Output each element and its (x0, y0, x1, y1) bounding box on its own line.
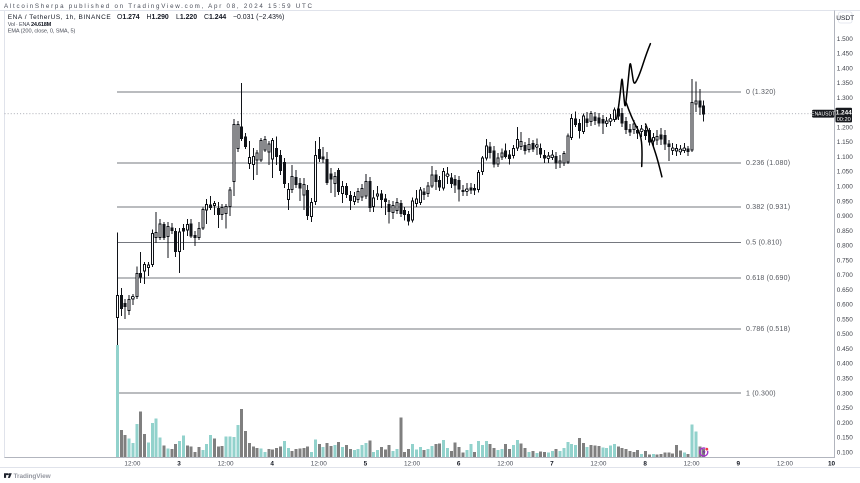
svg-text:0.786 (0.518): 0.786 (0.518) (746, 326, 790, 333)
svg-text:1.200: 1.200 (837, 124, 853, 131)
svg-text:ENAUSDT: ENAUSDT (811, 112, 835, 118)
svg-text:1.500: 1.500 (837, 36, 853, 43)
svg-text:10: 10 (828, 460, 836, 467)
svg-text:1 (0.300): 1 (0.300) (746, 390, 776, 397)
svg-text:0.900: 0.900 (837, 213, 853, 220)
svg-text:0.382 (0.931): 0.382 (0.931) (746, 204, 790, 211)
svg-text:0.100: 0.100 (837, 449, 853, 456)
svg-text:0.350: 0.350 (837, 376, 853, 383)
svg-text:ENA / TetherUS, 1h, BINANCE: ENA / TetherUS, 1h, BINANCE (8, 14, 112, 21)
svg-text:0.150: 0.150 (837, 435, 853, 442)
svg-text:0.650: 0.650 (837, 287, 853, 294)
svg-text:0.200: 0.200 (837, 420, 853, 427)
svg-text:12:00: 12:00 (404, 460, 420, 467)
svg-text:1.350: 1.350 (837, 80, 853, 87)
svg-text:0.600: 0.600 (837, 302, 853, 309)
svg-text:0 (1.320): 0 (1.320) (746, 89, 776, 96)
svg-text:12:00: 12:00 (590, 460, 606, 467)
svg-text:USDT: USDT (836, 15, 854, 22)
svg-text:12:00: 12:00 (497, 460, 513, 467)
svg-text:AltcoinSherpa published on Tra: AltcoinSherpa published on TradingView.c… (4, 3, 314, 10)
svg-text:12:00: 12:00 (684, 460, 700, 467)
svg-text:0.850: 0.850 (837, 228, 853, 235)
svg-text:0.5 (0.810): 0.5 (0.810) (746, 240, 782, 247)
svg-text:8: 8 (643, 460, 647, 467)
svg-text:0.500: 0.500 (837, 331, 853, 338)
svg-text:0.300: 0.300 (837, 390, 853, 397)
svg-text:TradingView: TradingView (14, 473, 52, 480)
svg-text:0.700: 0.700 (837, 272, 853, 279)
svg-text:12:00: 12:00 (311, 460, 327, 467)
svg-text:0.250: 0.250 (837, 405, 853, 412)
svg-text:0.750: 0.750 (837, 257, 853, 264)
svg-text:1.000: 1.000 (837, 184, 853, 191)
svg-text:7: 7 (550, 460, 554, 467)
svg-text:0.950: 0.950 (837, 198, 853, 205)
svg-text:0.550: 0.550 (837, 316, 853, 323)
svg-text:1.050: 1.050 (837, 169, 853, 176)
svg-text:0.618 (0.690): 0.618 (0.690) (746, 275, 790, 282)
svg-text:0.400: 0.400 (837, 361, 853, 368)
svg-text:Vol · ENA: Vol · ENA (8, 22, 31, 28)
svg-text:0.450: 0.450 (837, 346, 853, 353)
svg-text:4: 4 (270, 460, 274, 467)
svg-text:1.450: 1.450 (837, 51, 853, 58)
svg-text:0.236 (1.080): 0.236 (1.080) (746, 160, 790, 167)
svg-text:9: 9 (737, 460, 741, 467)
svg-text:12:00: 12:00 (218, 460, 234, 467)
svg-text:1.300: 1.300 (837, 95, 853, 102)
svg-text:0.800: 0.800 (837, 243, 853, 250)
svg-text:EMA (200, close, 0, SMA, 5): EMA (200, close, 0, SMA, 5) (8, 29, 76, 35)
svg-text:12:00: 12:00 (124, 460, 140, 467)
svg-text:1.150: 1.150 (837, 139, 853, 146)
svg-text:12:00: 12:00 (777, 460, 793, 467)
svg-text:6: 6 (457, 460, 461, 467)
svg-text:5: 5 (364, 460, 368, 467)
svg-text:1.400: 1.400 (837, 65, 853, 72)
svg-text:24.618M: 24.618M (31, 22, 52, 28)
svg-text:1.244: 1.244 (836, 110, 852, 117)
svg-text:3: 3 (177, 460, 181, 467)
svg-text:00:20: 00:20 (837, 117, 851, 123)
svg-text:1.100: 1.100 (837, 154, 853, 161)
